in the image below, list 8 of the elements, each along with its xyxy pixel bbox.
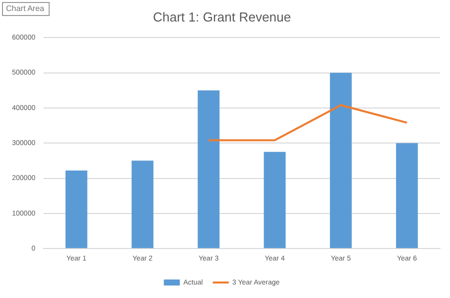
bar: [330, 72, 352, 248]
chart-title: Chart 1: Grant Revenue: [152, 9, 292, 24]
text: Chart Area: [6, 4, 45, 14]
bar: [66, 170, 88, 248]
bar: [132, 160, 154, 248]
bar: [396, 143, 418, 248]
bar: [264, 152, 286, 248]
bar: [198, 90, 220, 248]
